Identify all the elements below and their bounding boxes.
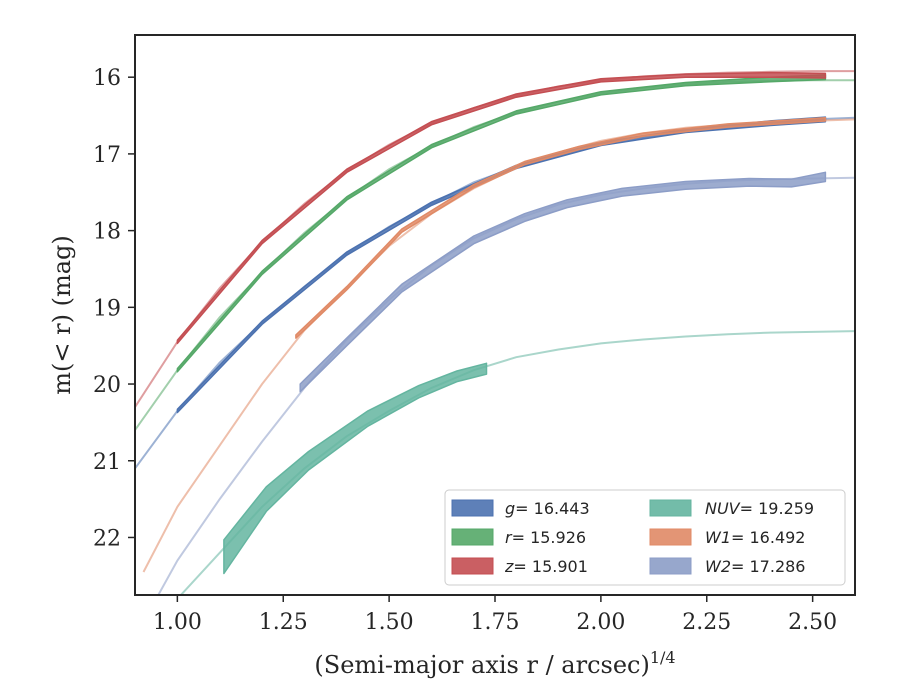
y-tick-label: 16 (93, 66, 121, 91)
legend-band-name: r (505, 528, 513, 547)
legend-value: = 17.286 (731, 557, 805, 576)
legend-swatch-w1 (649, 528, 692, 546)
x-tick-label: 1.50 (365, 610, 414, 635)
legend-swatch-nuv (649, 499, 692, 517)
legend-label-g: g= 16.443 (505, 499, 590, 518)
legend-band-name: z (504, 557, 514, 576)
legend-band-name: W1 (705, 528, 731, 547)
x-tick-label: 2.50 (788, 610, 837, 635)
legend-value: = 16.443 (515, 499, 589, 518)
y-tick-label: 17 (93, 143, 121, 168)
legend-label-r: r= 15.926 (505, 528, 586, 547)
legend-swatch-w2 (649, 557, 692, 575)
legend-swatch-g (451, 499, 494, 517)
x-tick-label: 1.25 (259, 610, 308, 635)
data-band-w1 (295, 117, 827, 339)
x-tick-label: 1.00 (153, 610, 202, 635)
x-axis-label: (Semi-major axis r / arcsec)1/4 (314, 648, 675, 679)
legend-value: = 19.259 (740, 499, 814, 518)
x-tick-label: 1.75 (471, 610, 520, 635)
data-band-z (176, 71, 827, 345)
legend-frame (444, 489, 846, 586)
x-axis-label-exponent: 1/4 (650, 648, 676, 667)
y-tick-label: 21 (93, 450, 121, 475)
legend-swatch-r (451, 528, 494, 546)
axes-layer: 1.00 1.25 1.50 1.75 2.00 2.25 2.50 16 17 18 19 20 21… (93, 66, 837, 635)
y-axis-label: m(< r) (mag) (48, 235, 76, 394)
legend-label-w1: W1= 16.492 (705, 528, 805, 547)
y-tick-label: 22 (93, 526, 121, 551)
series-layer (135, 70, 855, 595)
legend-value: = 16.492 (731, 528, 805, 547)
legend-band-name: g (505, 499, 515, 518)
x-tick-label: 2.00 (576, 610, 625, 635)
y-tick-label: 18 (93, 220, 121, 245)
legend-label-nuv: NUV= 19.259 (705, 499, 814, 518)
x-tick-label: 2.25 (682, 610, 731, 635)
legend-value: = 15.901 (513, 557, 587, 576)
x-axis-label-text: (Semi-major axis r / arcsec) (314, 651, 649, 679)
data-band-r (176, 74, 827, 373)
legend-label-w2: W2= 17.286 (705, 557, 805, 576)
y-tick-label: 20 (93, 373, 121, 398)
plot-frame (134, 34, 856, 596)
y-tick-label: 19 (93, 296, 121, 321)
data-band-nuv (223, 362, 488, 575)
legend-band-name: NUV (705, 499, 741, 518)
legend-value: = 15.926 (512, 528, 586, 547)
legend-label-z: z= 15.901 (504, 557, 588, 576)
legend-band-name: W2 (705, 557, 731, 576)
data-band-w2 (299, 171, 827, 393)
legend-swatch-z (451, 557, 494, 575)
